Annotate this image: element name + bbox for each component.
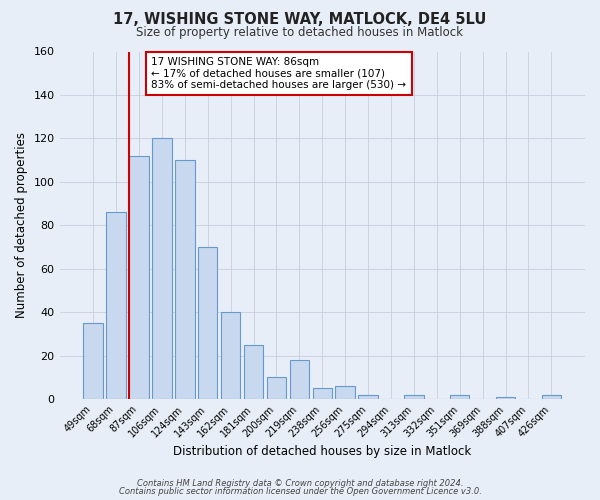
Bar — [244, 345, 263, 399]
Bar — [129, 156, 149, 399]
Text: 17, WISHING STONE WAY, MATLOCK, DE4 5LU: 17, WISHING STONE WAY, MATLOCK, DE4 5LU — [113, 12, 487, 28]
Bar — [106, 212, 126, 399]
Text: Size of property relative to detached houses in Matlock: Size of property relative to detached ho… — [137, 26, 464, 39]
X-axis label: Distribution of detached houses by size in Matlock: Distribution of detached houses by size … — [173, 444, 472, 458]
Bar — [450, 394, 469, 399]
Text: Contains public sector information licensed under the Open Government Licence v3: Contains public sector information licen… — [119, 486, 481, 496]
Bar — [290, 360, 309, 399]
Bar — [358, 394, 378, 399]
Text: Contains HM Land Registry data © Crown copyright and database right 2024.: Contains HM Land Registry data © Crown c… — [137, 478, 463, 488]
Bar — [267, 378, 286, 399]
Bar — [152, 138, 172, 399]
Text: 17 WISHING STONE WAY: 86sqm
← 17% of detached houses are smaller (107)
83% of se: 17 WISHING STONE WAY: 86sqm ← 17% of det… — [151, 56, 406, 90]
Bar — [542, 394, 561, 399]
Bar — [404, 394, 424, 399]
Y-axis label: Number of detached properties: Number of detached properties — [15, 132, 28, 318]
Bar — [496, 397, 515, 399]
Bar — [313, 388, 332, 399]
Bar — [175, 160, 194, 399]
Bar — [83, 323, 103, 399]
Bar — [335, 386, 355, 399]
Bar — [198, 247, 217, 399]
Bar — [221, 312, 241, 399]
